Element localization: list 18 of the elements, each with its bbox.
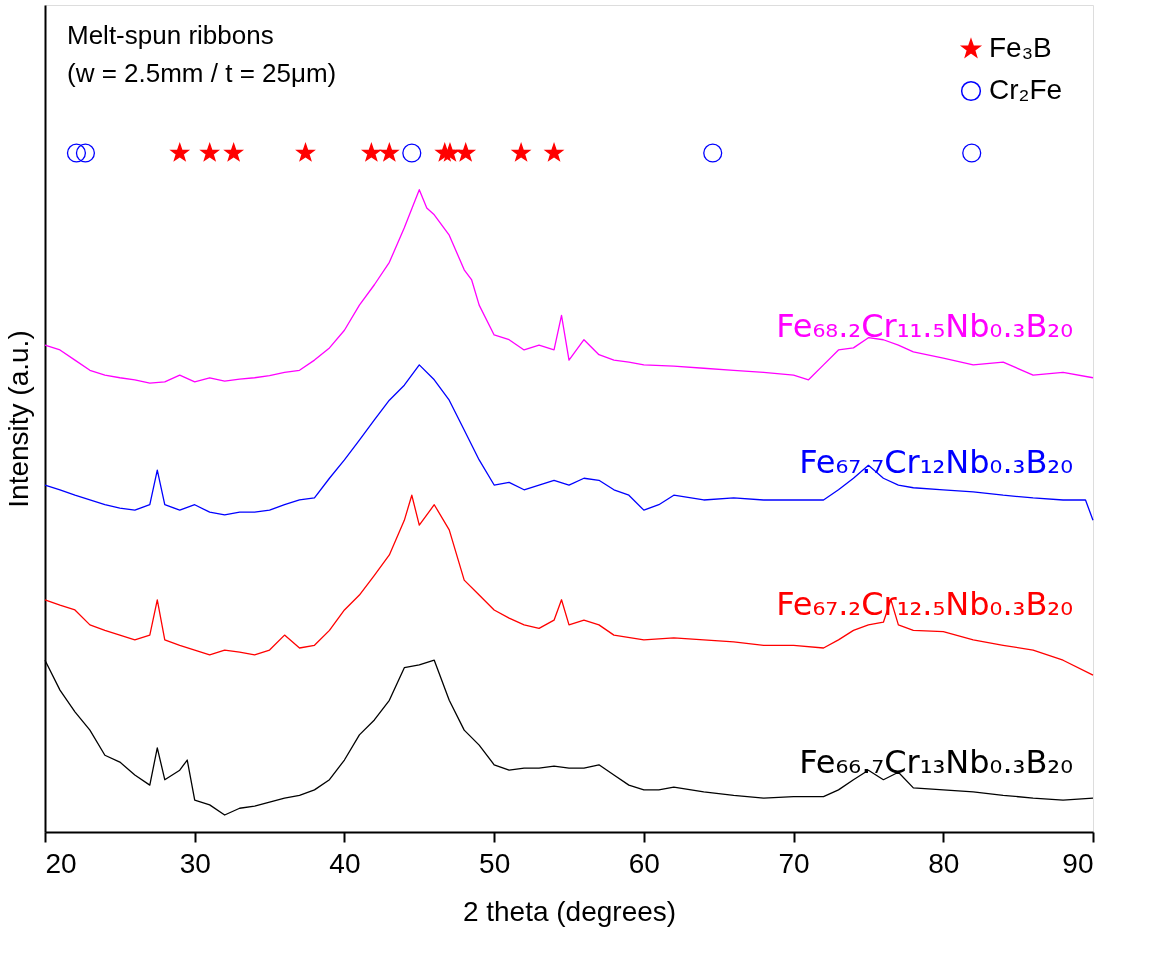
text: (w = 2.5mm / t = 25μm) bbox=[67, 58, 337, 88]
x-tick-label: 80 bbox=[928, 847, 960, 879]
x-tick-label: 60 bbox=[628, 847, 660, 879]
x-tick-label: 90 bbox=[1062, 847, 1094, 879]
text: Melt-spun ribbons bbox=[67, 20, 274, 50]
x-tick-label: 20 bbox=[45, 847, 77, 879]
legend-label: Cr₂Fe bbox=[989, 74, 1063, 105]
series-label: Fe₆₈.₂Cr₁₁.₅Nb₀.₃B₂₀ bbox=[776, 306, 1073, 345]
y-axis-title: Intensity (a.u.) bbox=[2, 330, 34, 508]
x-tick-label: 40 bbox=[329, 847, 361, 879]
legend-label: Fe₃B bbox=[989, 32, 1052, 63]
x-tick-label: 50 bbox=[479, 847, 511, 879]
x-axis-title: 2 theta (degrees) bbox=[462, 895, 677, 927]
series-label: Fe₆₇.₇Cr₁₂Nb₀.₃B₂₀ bbox=[799, 442, 1073, 481]
x-tick-label: 70 bbox=[778, 847, 810, 879]
x-tick-label: 30 bbox=[179, 847, 211, 879]
series-label: Fe₆₇.₂Cr₁₂.₅Nb₀.₃B₂₀ bbox=[776, 585, 1073, 624]
series-label: Fe₆₆.₇Cr₁₃Nb₀.₃B₂₀ bbox=[799, 742, 1073, 781]
